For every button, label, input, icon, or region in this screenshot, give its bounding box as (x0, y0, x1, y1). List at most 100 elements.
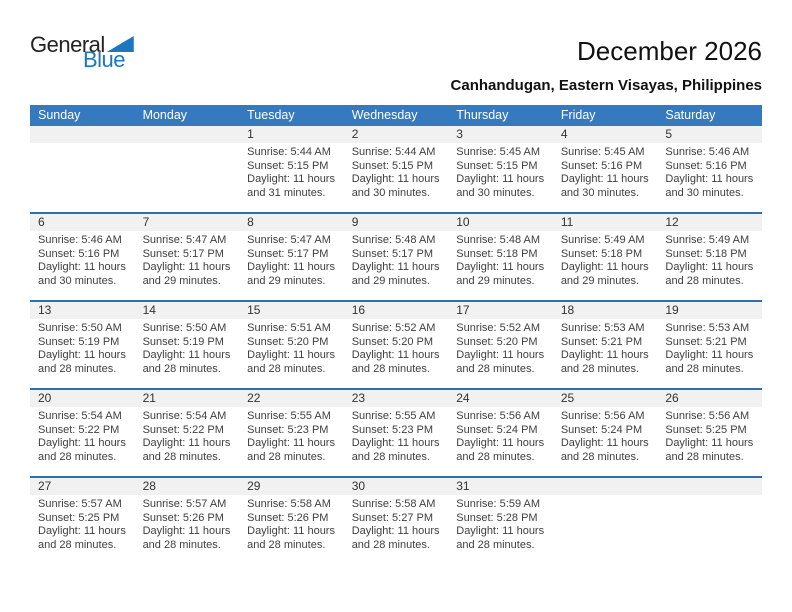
day-number: 3 (448, 126, 553, 143)
sunrise-text: Sunrise: 5:56 AM (560, 410, 645, 422)
sunrise-text: Sunrise: 5:56 AM (665, 410, 750, 422)
sunset-text: Sunset: 5:17 PM (142, 247, 224, 260)
daylight-text: Daylight: 11 hours and 29 minutes. (247, 261, 335, 287)
sunset-text: Sunset: 5:17 PM (351, 247, 434, 260)
sunset-text: Sunset: 5:18 PM (665, 247, 747, 260)
sunset-text: Sunset: 5:24 PM (456, 423, 538, 436)
calendar-table: Sunday Monday Tuesday Wednesday Thursday… (30, 105, 762, 564)
weekday-header-wednesday: Wednesday (343, 105, 449, 126)
calendar-day-cell: 7 Sunrise: 5:47 AM Sunset: 5:17 PM Daylight… (134, 212, 240, 301)
sunset-text: Sunset: 5:20 PM (351, 335, 434, 348)
calendar-day-cell: 12 Sunrise: 5:49 AM Sunset: 5:18 PM Dayligh… (657, 212, 762, 301)
daylight-text: Daylight: 11 hours and 28 minutes. (665, 261, 754, 287)
daylight-text: Daylight: 11 hours and 30 minutes. (351, 173, 440, 199)
calendar-day-cell: 29 Sunrise: 5:58 AM Sunset: 5:26 PM Dayligh… (239, 476, 344, 564)
day-number: 21 (134, 390, 240, 407)
calendar-day-cell: 28 Sunrise: 5:57 AM Sunset: 5:26 PM Dayligh… (134, 476, 240, 564)
day-number: 14 (134, 302, 240, 319)
sunrise-text: Sunrise: 5:57 AM (142, 498, 227, 510)
calendar-day-cell: 20 Sunrise: 5:54 AM Sunset: 5:22 PM Dayligh… (30, 388, 135, 477)
day-number: 1 (239, 126, 344, 143)
calendar-day-cell: 31 Sunrise: 5:59 AM Sunset: 5:28 PM Dayligh… (448, 476, 553, 564)
sunset-text: Sunset: 5:18 PM (560, 247, 643, 260)
day-number: 30 (343, 478, 449, 495)
calendar-empty-cell (30, 126, 135, 213)
sunset-text: Sunset: 5:15 PM (351, 159, 434, 172)
sunrise-text: Sunrise: 5:46 AM (38, 234, 122, 246)
sunset-text: Sunset: 5:16 PM (665, 159, 747, 172)
sunset-text: Sunset: 5:27 PM (351, 511, 434, 524)
calendar-day-cell: 21 Sunrise: 5:54 AM Sunset: 5:22 PM Dayligh… (134, 388, 240, 477)
sunrise-text: Sunrise: 5:52 AM (456, 322, 541, 334)
daylight-text: Daylight: 11 hours and 30 minutes. (665, 173, 754, 199)
calendar-week-row: 27 Sunrise: 5:57 AM Sunset: 5:25 PM Dayligh… (30, 476, 762, 564)
calendar-day-cell: 15 Sunrise: 5:51 AM Sunset: 5:20 PM Dayligh… (239, 300, 344, 389)
sunrise-text: Sunrise: 5:50 AM (142, 322, 227, 334)
calendar-body: 1 Sunrise: 5:44 AM Sunset: 5:15 PM Daylight… (30, 126, 762, 564)
sunset-text: Sunset: 5:16 PM (560, 159, 643, 172)
logo-text-general: General (30, 34, 134, 56)
daylight-text: Daylight: 11 hours and 28 minutes. (247, 349, 335, 375)
daylight-text: Daylight: 11 hours and 28 minutes. (456, 349, 545, 375)
logo-text-blue: Blue (83, 47, 126, 72)
calendar-day-cell: 22 Sunrise: 5:55 AM Sunset: 5:23 PM Dayligh… (239, 388, 344, 477)
daylight-text: Daylight: 11 hours and 28 minutes. (38, 349, 126, 375)
calendar-week-row: 1 Sunrise: 5:44 AM Sunset: 5:15 PM Daylight… (30, 126, 762, 213)
page-header: General Blue December 2026 Canhandugan, … (30, 34, 762, 105)
daylight-text: Daylight: 11 hours and 29 minutes. (456, 261, 545, 287)
sunrise-text: Sunrise: 5:53 AM (560, 322, 645, 334)
calendar-day-cell: 24 Sunrise: 5:56 AM Sunset: 5:24 PM Dayligh… (448, 388, 553, 477)
day-number: 4 (552, 126, 658, 143)
daylight-text: Daylight: 11 hours and 28 minutes. (560, 437, 649, 463)
day-number (657, 478, 762, 495)
daylight-text: Daylight: 11 hours and 28 minutes. (456, 525, 545, 551)
calendar-day-cell: 8 Sunrise: 5:47 AM Sunset: 5:17 PM Daylight… (239, 212, 344, 301)
sunset-text: Sunset: 5:22 PM (142, 423, 224, 436)
calendar-day-cell: 1 Sunrise: 5:44 AM Sunset: 5:15 PM Daylight… (239, 126, 344, 213)
sunrise-text: Sunrise: 5:51 AM (247, 322, 331, 334)
sunset-text: Sunset: 5:25 PM (38, 511, 120, 524)
calendar-day-cell: 27 Sunrise: 5:57 AM Sunset: 5:25 PM Dayligh… (30, 476, 135, 564)
daylight-text: Daylight: 11 hours and 28 minutes. (142, 525, 231, 551)
sunset-text: Sunset: 5:16 PM (38, 247, 120, 260)
sunset-text: Sunset: 5:19 PM (142, 335, 224, 348)
sunset-text: Sunset: 5:26 PM (247, 511, 329, 524)
sunset-text: Sunset: 5:28 PM (456, 511, 538, 524)
sunrise-text: Sunrise: 5:45 AM (456, 146, 541, 158)
calendar-day-cell: 25 Sunrise: 5:56 AM Sunset: 5:24 PM Dayligh… (552, 388, 658, 477)
day-number: 17 (448, 302, 553, 319)
daylight-text: Daylight: 11 hours and 28 minutes. (456, 437, 545, 463)
day-number: 6 (30, 214, 135, 231)
calendar-day-cell: 14 Sunrise: 5:50 AM Sunset: 5:19 PM Dayligh… (134, 300, 240, 389)
daylight-text: Daylight: 11 hours and 29 minutes. (142, 261, 231, 287)
day-number: 5 (657, 126, 762, 143)
day-number: 29 (239, 478, 344, 495)
day-number: 15 (239, 302, 344, 319)
page-title: December 2026 (577, 36, 762, 66)
sunset-text: Sunset: 5:20 PM (456, 335, 538, 348)
logo-triangle-icon (106, 36, 134, 52)
sunset-text: Sunset: 5:25 PM (665, 423, 747, 436)
day-number (30, 126, 135, 143)
title-block: December 2026 Canhandugan, Eastern Visay… (451, 34, 762, 94)
sunrise-text: Sunrise: 5:47 AM (247, 234, 331, 246)
calendar-empty-cell (552, 476, 658, 564)
calendar-week-row: 6 Sunrise: 5:46 AM Sunset: 5:16 PM Daylight… (30, 212, 762, 301)
weekday-header-saturday: Saturday (657, 105, 762, 126)
sunrise-text: Sunrise: 5:58 AM (351, 498, 436, 510)
location-subtitle: Canhandugan, Eastern Visayas, Philippine… (450, 77, 762, 94)
daylight-text: Daylight: 11 hours and 31 minutes. (247, 173, 335, 199)
day-number: 7 (134, 214, 240, 231)
calendar-page: General Blue December 2026 Canhandugan, … (30, 34, 762, 564)
calendar-empty-cell (657, 476, 762, 564)
calendar-day-cell: 11 Sunrise: 5:49 AM Sunset: 5:18 PM Dayligh… (552, 212, 658, 301)
day-number: 12 (657, 214, 762, 231)
sunrise-text: Sunrise: 5:53 AM (665, 322, 750, 334)
day-number: 9 (343, 214, 449, 231)
sunrise-text: Sunrise: 5:50 AM (38, 322, 122, 334)
daylight-text: Daylight: 11 hours and 28 minutes. (665, 437, 754, 463)
daylight-text: Daylight: 11 hours and 28 minutes. (665, 349, 754, 375)
weekday-header-row: Sunday Monday Tuesday Wednesday Thursday… (30, 105, 762, 126)
sunrise-text: Sunrise: 5:49 AM (665, 234, 750, 246)
calendar-day-cell: 23 Sunrise: 5:55 AM Sunset: 5:23 PM Dayligh… (343, 388, 449, 477)
